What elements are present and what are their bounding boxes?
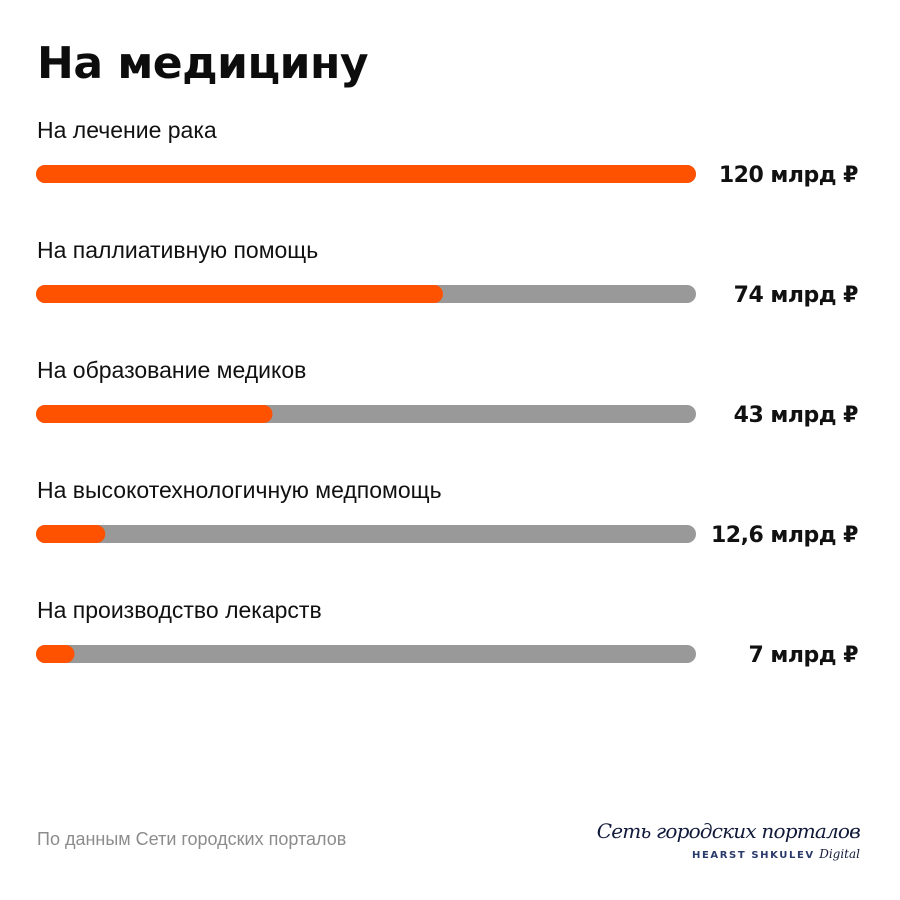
category-label: На высокотехнологичную медпомощь bbox=[37, 477, 442, 503]
logo-main-text: Сеть городских порталов bbox=[596, 819, 861, 843]
value-label: 43 млрд ₽ bbox=[734, 403, 859, 428]
category-label: На производство лекарств bbox=[37, 597, 322, 623]
bar bbox=[36, 405, 273, 423]
source-note: По данным Сети городских порталов bbox=[37, 829, 347, 849]
category-label: На образование медиков bbox=[37, 357, 306, 383]
bar bbox=[36, 165, 696, 183]
chart-title: На медицину bbox=[37, 38, 369, 89]
value-label: 120 млрд ₽ bbox=[719, 163, 858, 188]
value-label: 12,6 млрд ₽ bbox=[711, 523, 858, 548]
logo-sub-script: Digital bbox=[819, 847, 860, 861]
category-label: На паллиативную помощь bbox=[37, 237, 318, 263]
logo-sub-text: HEARST SHKULEV Digital bbox=[597, 846, 860, 864]
bar-track bbox=[36, 525, 696, 543]
value-label: 7 млрд ₽ bbox=[748, 643, 858, 668]
category-label: На лечение рака bbox=[37, 117, 217, 143]
bar bbox=[36, 285, 443, 303]
logo-sub-caps: HEARST SHKULEV bbox=[691, 850, 815, 861]
bar bbox=[36, 525, 106, 543]
value-label: 74 млрд ₽ bbox=[734, 283, 859, 308]
publisher-logo: Сеть городских порталов HEARST SHKULEV D… bbox=[596, 818, 861, 864]
bar-track bbox=[36, 645, 696, 663]
bar bbox=[36, 645, 75, 663]
